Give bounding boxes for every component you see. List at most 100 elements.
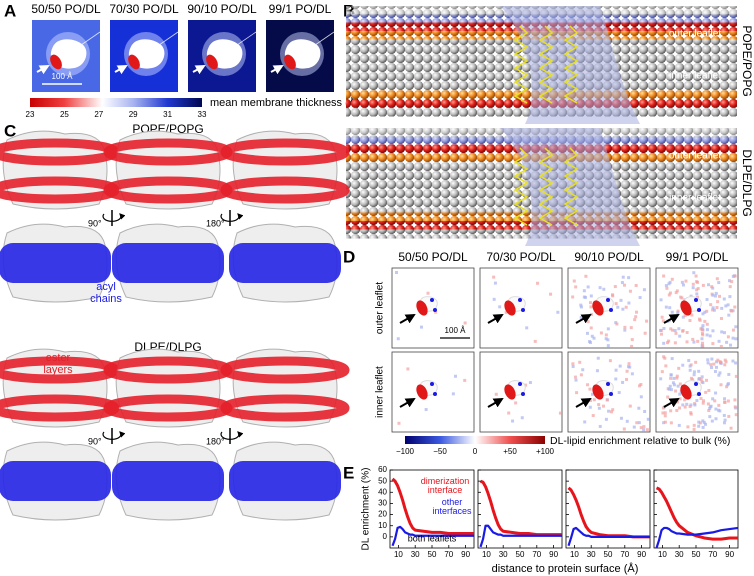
y-axis-label: DL enrichment (%): [361, 468, 372, 551]
noise: [719, 344, 723, 348]
noise: [717, 339, 721, 343]
acyl-label: acyl chains: [90, 281, 122, 305]
noise: [700, 375, 704, 379]
noise: [731, 328, 735, 332]
noise: [599, 331, 603, 335]
noise: [717, 403, 721, 407]
noise: [697, 317, 701, 321]
noise: [621, 380, 625, 384]
noise: [670, 310, 674, 314]
noise: [668, 384, 672, 388]
map-arrow: [192, 65, 206, 75]
colorbar-tick-label: 27: [94, 110, 103, 119]
noise: [709, 303, 713, 307]
noise: [632, 425, 636, 429]
noise: [643, 331, 647, 335]
x-tick-label: 70: [708, 550, 717, 559]
enriched-region: [416, 300, 428, 316]
noise: [714, 360, 718, 364]
noise: [667, 387, 671, 391]
noise: [710, 357, 714, 361]
map-title: 99/1 PO/DL: [666, 250, 729, 264]
noise: [558, 411, 562, 415]
series-line: [391, 477, 474, 536]
noise: [734, 413, 738, 417]
noise: [717, 281, 721, 285]
noise: [628, 404, 632, 408]
colorbar-tick-label: 33: [198, 110, 207, 119]
noise: [673, 329, 677, 333]
noise: [596, 356, 600, 360]
noise: [616, 305, 620, 309]
noise: [731, 359, 735, 363]
noise: [629, 326, 633, 330]
noise: [678, 406, 682, 410]
enriched-region: [592, 300, 604, 316]
noise: [722, 331, 726, 335]
depleted-spot: [609, 308, 613, 312]
noise: [610, 410, 614, 414]
noise: [713, 399, 717, 403]
noise: [595, 369, 599, 373]
noise: [733, 405, 737, 409]
noise: [588, 341, 592, 345]
noise: [642, 425, 646, 429]
x-tick-label: 10: [482, 550, 491, 559]
depleted-spot: [518, 382, 522, 386]
noise: [637, 421, 641, 425]
noise: [730, 309, 734, 313]
noise: [634, 315, 638, 319]
noise: [726, 335, 730, 339]
noise: [635, 310, 639, 314]
noise: [583, 420, 587, 424]
noise: [454, 374, 458, 378]
noise: [674, 291, 678, 295]
depleted-spot: [609, 392, 613, 396]
series-line: [567, 526, 650, 547]
noise: [451, 392, 455, 396]
noise: [588, 301, 592, 305]
noise: [586, 383, 590, 387]
noise: [714, 391, 718, 395]
noise: [675, 376, 679, 380]
panel-label: A: [4, 1, 16, 20]
noise: [705, 328, 709, 332]
row-label: inner leaflet: [375, 366, 386, 418]
noise: [723, 397, 727, 401]
noise: [703, 319, 707, 323]
helix: [513, 25, 529, 104]
map-arrow: [114, 65, 128, 75]
noise: [679, 295, 683, 299]
map-title: 99/1 PO/DL: [269, 2, 332, 16]
noise: [606, 338, 610, 342]
noise: [571, 295, 575, 299]
noise: [669, 388, 673, 392]
noise: [691, 286, 695, 290]
noise: [666, 341, 670, 345]
noise: [681, 403, 685, 407]
noise: [395, 271, 398, 274]
noise: [646, 417, 650, 421]
noise: [702, 399, 706, 403]
noise: [714, 407, 718, 411]
map-title: 70/30 PO/DL: [109, 2, 179, 16]
colorbar-tick-label: +100: [536, 447, 555, 456]
noise: [582, 295, 586, 299]
noise: [727, 372, 731, 376]
noise: [692, 427, 696, 431]
colorbar-tick-label: 31: [163, 110, 172, 119]
noise: [434, 310, 438, 314]
noise: [701, 283, 705, 287]
noise: [623, 328, 627, 332]
noise: [598, 286, 602, 290]
ester-ring: [220, 356, 350, 384]
noise: [601, 404, 605, 408]
helix: [563, 25, 579, 104]
noise: [717, 408, 721, 412]
noise: [678, 397, 682, 401]
noise: [727, 414, 731, 418]
noise: [689, 412, 693, 416]
noise: [590, 334, 594, 338]
helix: [563, 147, 579, 226]
noise: [711, 397, 715, 401]
